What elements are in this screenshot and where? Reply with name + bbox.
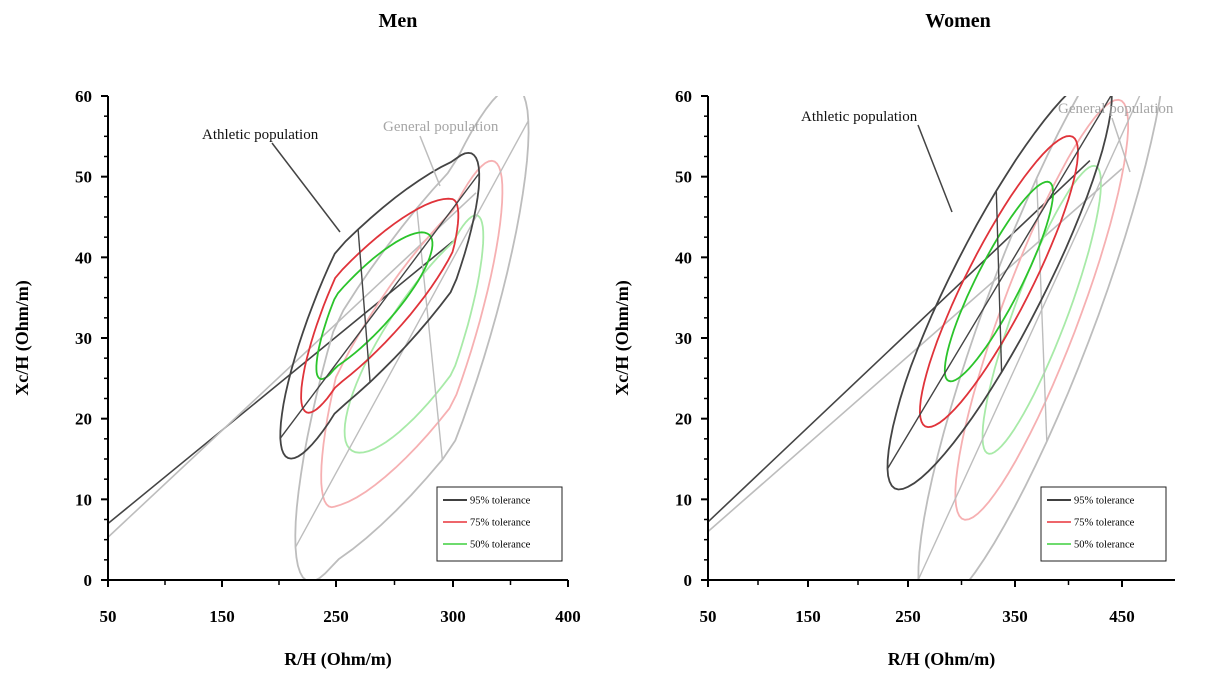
y-axis-label: Xc/H (Ohm/m): [612, 280, 633, 395]
women-chart-panel: 0 10 20 30 40 50 60 50 150 250 350 450 Women R/H (Ohm…: [612, 10, 1175, 670]
panel-title: Men: [379, 10, 418, 32]
athletic-tolerance-ellipse-50: [943, 180, 1055, 383]
annotation-general-leader: [419, 135, 441, 187]
legend-label: 50% tolerance: [1074, 540, 1135, 551]
legend-label: 50% tolerance: [470, 540, 531, 551]
annotation-athletic-leader: [917, 124, 953, 213]
y-tick-label: 50: [675, 168, 692, 187]
annotation-athletic: Athletic population: [801, 109, 918, 125]
general-major-axis: [294, 120, 529, 548]
annotation-general: General population: [1058, 101, 1174, 117]
y-axis-label: Xc/H (Ohm/m): [12, 280, 33, 395]
athletic-minor-axis: [995, 190, 1003, 373]
athletic-major-axis: [886, 96, 1112, 470]
annotation-athletic-leader: [271, 142, 341, 233]
general-tolerance-ellipse-75: [320, 159, 504, 509]
x-tick-label: 300: [440, 607, 466, 626]
legend: 95% tolerance 75% tolerance 50% tolerance: [436, 486, 563, 562]
plot-area: [108, 96, 530, 580]
x-tick-label: 350: [1002, 607, 1028, 626]
legend-label: 75% tolerance: [1074, 518, 1135, 529]
general-tolerance-ellipse-95: [294, 96, 530, 580]
y-tick-label: 0: [684, 571, 693, 590]
y-tick-label: 0: [84, 571, 93, 590]
athletic-tolerance-ellipse-75: [918, 135, 1079, 429]
annotation-athletic: Athletic population: [202, 127, 319, 143]
x-tick-label: 150: [795, 607, 821, 626]
y-tick-label: 30: [675, 329, 692, 348]
x-axis-label: R/H (Ohm/m): [284, 649, 392, 670]
annotation-general-leader: [1111, 117, 1131, 173]
men-chart-panel: 0 10 20 30 40 50 60 50 150 250 300 400 Men R/H (Ohm/m…: [12, 10, 581, 670]
y-tick-label: 10: [675, 490, 692, 509]
athletic-tolerance-ellipse-50: [315, 231, 434, 381]
plot-area: [708, 96, 1162, 580]
vector-line-athletic: [108, 240, 454, 525]
x-tick-label: 250: [323, 607, 349, 626]
x-tick-label: 250: [895, 607, 921, 626]
general-tolerance-ellipse-50: [343, 214, 485, 454]
y-tick-label: 30: [75, 329, 92, 348]
athletic-minor-axis: [357, 229, 371, 383]
y-tick-label: 40: [75, 248, 92, 267]
athletic-tolerance-ellipse-75: [300, 197, 460, 414]
y-tick-label: 50: [75, 168, 92, 187]
general-minor-axis: [1035, 178, 1048, 442]
x-tick-label: 450: [1109, 607, 1135, 626]
panel-title: Women: [925, 10, 991, 32]
x-axis-label: R/H (Ohm/m): [888, 649, 996, 670]
y-tick-label: 60: [75, 87, 92, 106]
x-tick-label: 50: [100, 607, 117, 626]
y-tick-label: 40: [675, 248, 692, 267]
vector-line-general: [708, 167, 1123, 533]
legend-label: 95% tolerance: [470, 496, 531, 507]
legend-label: 75% tolerance: [470, 518, 531, 529]
x-tick-label: 50: [700, 607, 717, 626]
athletic-major-axis: [279, 172, 480, 439]
legend: 95% tolerance 75% tolerance 50% tolerance: [1040, 486, 1167, 562]
vector-line-athletic: [708, 159, 1091, 523]
y-tick-label: 60: [675, 87, 692, 106]
x-tick-label: 150: [209, 607, 235, 626]
athletic-tolerance-ellipse-95: [279, 151, 481, 460]
y-tick-label: 20: [675, 410, 692, 429]
annotation-general: General population: [383, 119, 499, 135]
y-tick-label: 20: [75, 410, 92, 429]
general-minor-axis: [416, 208, 444, 460]
y-tick-label: 10: [75, 490, 92, 509]
legend-label: 95% tolerance: [1074, 496, 1135, 507]
x-tick-label: 400: [555, 607, 581, 626]
